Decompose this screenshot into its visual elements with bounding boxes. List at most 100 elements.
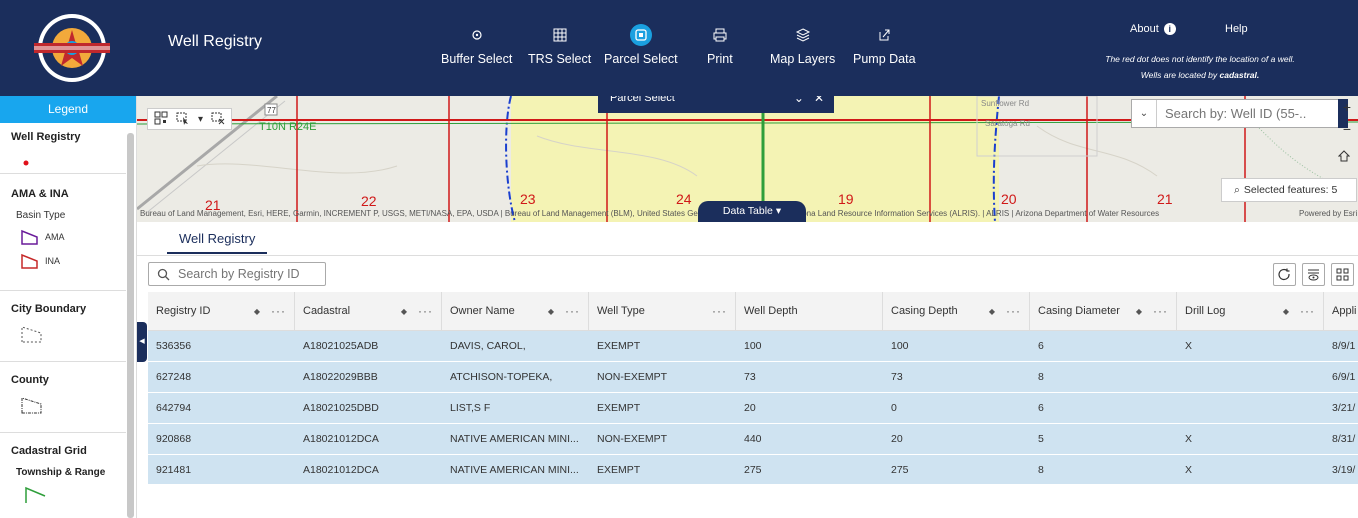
ama-polygon-icon: [21, 229, 38, 245]
table-cell: 100: [891, 340, 909, 352]
parcel-select-button[interactable]: Parcel Select: [604, 24, 678, 66]
collapse-legend-button[interactable]: ◀: [137, 322, 147, 362]
parcel-select-panel: Parcel Select ⌄ ✕: [598, 96, 834, 113]
column-header[interactable]: Appli: [1324, 292, 1358, 330]
table-cell: 5: [1038, 433, 1044, 445]
legend-scrollbar[interactable]: [127, 133, 134, 518]
section-label-22: 22: [361, 193, 377, 209]
zoom-out-button[interactable]: −: [1342, 121, 1352, 137]
table-cell: 275: [744, 464, 762, 476]
table-cell: 3/19/: [1332, 464, 1356, 476]
collapse-panel-icon[interactable]: ⌄: [793, 96, 804, 105]
data-table-toggle[interactable]: Data Table ▾: [698, 201, 806, 222]
search-source-dropdown[interactable]: ⌄: [1132, 100, 1157, 127]
more-icon[interactable]: ···: [1300, 304, 1315, 318]
well-registry-table: Registry ID ◆ ··· Cadastral ◆ ··· Owner Name…: [148, 292, 1358, 484]
search-icon: [157, 268, 170, 280]
pump-data-button[interactable]: Pump Data: [853, 24, 916, 66]
map-view[interactable]: 21 22 23 24 19 20 21 T10N R24E 77 Sunflo…: [137, 96, 1358, 222]
adwr-logo: [34, 14, 110, 82]
help-link[interactable]: Help: [1225, 23, 1248, 35]
more-icon[interactable]: ···: [1153, 304, 1168, 318]
table-cell: 921481: [156, 464, 192, 476]
county-boundary-icon: [21, 397, 42, 414]
table-cell: 20: [744, 402, 756, 414]
more-icon[interactable]: ···: [418, 304, 433, 318]
more-icon[interactable]: ···: [271, 304, 286, 318]
sort-icon[interactable]: ◆: [547, 306, 554, 316]
legend-well-registry: Well Registry: [0, 123, 126, 174]
legend-county: County: [0, 362, 126, 433]
registry-search: [148, 262, 326, 286]
township-range-icon: [25, 486, 46, 503]
table-row[interactable]: 642794 A18021025DBD LIST,S F EXEMPT 20 0 6 3/21…: [148, 393, 1358, 424]
table-row[interactable]: 921481 A18021012DCA NATIVE AMERICAN MINI..…: [148, 455, 1358, 484]
table-cell: 275: [891, 464, 909, 476]
column-header[interactable]: Well Type ···: [589, 292, 736, 330]
column-header[interactable]: Casing Diameter ◆ ···: [1030, 292, 1177, 330]
registry-search-input[interactable]: [178, 267, 318, 281]
column-header[interactable]: Well Depth: [736, 292, 883, 330]
more-icon[interactable]: ···: [712, 304, 727, 318]
selected-features-badge[interactable]: ⌕ Selected features: 5: [1221, 178, 1357, 202]
export-icon: [873, 24, 895, 46]
map-search-input[interactable]: [1157, 106, 1307, 121]
column-label: Cadastral: [303, 305, 351, 317]
sort-icon[interactable]: ◆: [1282, 306, 1289, 316]
table-cell: EXEMPT: [597, 340, 641, 352]
table-cell: 536356: [156, 340, 192, 352]
zoom-controls: + −: [1337, 96, 1357, 140]
refresh-button[interactable]: [1273, 263, 1296, 286]
data-table-label: Data Table: [722, 205, 773, 217]
search-button[interactable]: [1338, 99, 1348, 128]
close-icon[interactable]: ✕: [813, 96, 824, 105]
zoom-in-button[interactable]: +: [1342, 99, 1352, 115]
location-note-line1: The red dot does not identify the locati…: [1105, 54, 1295, 64]
sort-icon[interactable]: ◆: [988, 306, 995, 316]
township-label: T10N R24E: [259, 121, 316, 133]
trs-select-button[interactable]: TRS Select: [528, 24, 591, 66]
table-cell: DAVIS, CAROL,: [450, 340, 526, 352]
table-cell: EXEMPT: [597, 402, 641, 414]
section-label-24: 24: [676, 191, 692, 207]
home-button[interactable]: [1335, 150, 1353, 168]
qr-select-icon[interactable]: [154, 111, 168, 128]
buffer-select-button[interactable]: Buffer Select: [441, 24, 512, 66]
table-cell: X: [1185, 433, 1193, 445]
about-link[interactable]: About i: [1130, 23, 1176, 35]
table-header: Registry ID ◆ ··· Cadastral ◆ ··· Owner Name…: [148, 292, 1358, 331]
tab-well-registry[interactable]: Well Registry: [167, 231, 268, 254]
parcel-icon: [629, 24, 652, 46]
layers-icon: [792, 24, 814, 46]
print-button[interactable]: Print: [707, 24, 733, 66]
more-icon[interactable]: ···: [565, 304, 580, 318]
table-row[interactable]: 627248 A18022029BBB ATCHISON-TOPEKA, NON-EX…: [148, 362, 1358, 393]
clear-selection-icon[interactable]: [211, 111, 225, 128]
legend-title-ama-ina: AMA & INA: [11, 188, 69, 200]
more-icon[interactable]: ···: [1006, 304, 1021, 318]
table-cell: EXEMPT: [597, 464, 641, 476]
column-header[interactable]: Owner Name ◆ ···: [442, 292, 589, 330]
sort-icon[interactable]: ◆: [400, 306, 407, 316]
sort-icon[interactable]: ◆: [1135, 306, 1142, 316]
sort-icon[interactable]: ◆: [253, 306, 260, 316]
show-selected-button[interactable]: [1302, 263, 1325, 286]
chevron-down-icon[interactable]: ▾: [198, 113, 204, 125]
print-label: Print: [707, 52, 733, 66]
column-header[interactable]: Cadastral ◆ ···: [295, 292, 442, 330]
powered-by[interactable]: Powered by Esri: [1299, 209, 1358, 218]
map-layers-button[interactable]: Map Layers: [770, 24, 835, 66]
table-options-button[interactable]: [1331, 263, 1354, 286]
column-header[interactable]: Registry ID ◆ ···: [148, 292, 295, 330]
table-row[interactable]: 536356 A18021025ADB DAVIS, CAROL, EXEMPT 100…: [148, 331, 1358, 362]
section-label-19: 19: [838, 191, 854, 207]
table-row[interactable]: 920868 A18021012DCA NATIVE AMERICAN MINI..…: [148, 424, 1358, 455]
table-cell: A18021025ADB: [303, 340, 379, 352]
map-attribution: Bureau of Land Management, Esri, HERE, G…: [140, 209, 1160, 218]
table-cell: 6: [1038, 402, 1044, 414]
column-header[interactable]: Casing Depth ◆ ···: [883, 292, 1030, 330]
column-header[interactable]: Drill Log ◆ ···: [1177, 292, 1324, 330]
location-note: The red dot does not identify the locati…: [1050, 51, 1350, 83]
road-label-1: Sunflower Rd: [981, 99, 1029, 108]
select-tool-icon[interactable]: [176, 111, 190, 128]
